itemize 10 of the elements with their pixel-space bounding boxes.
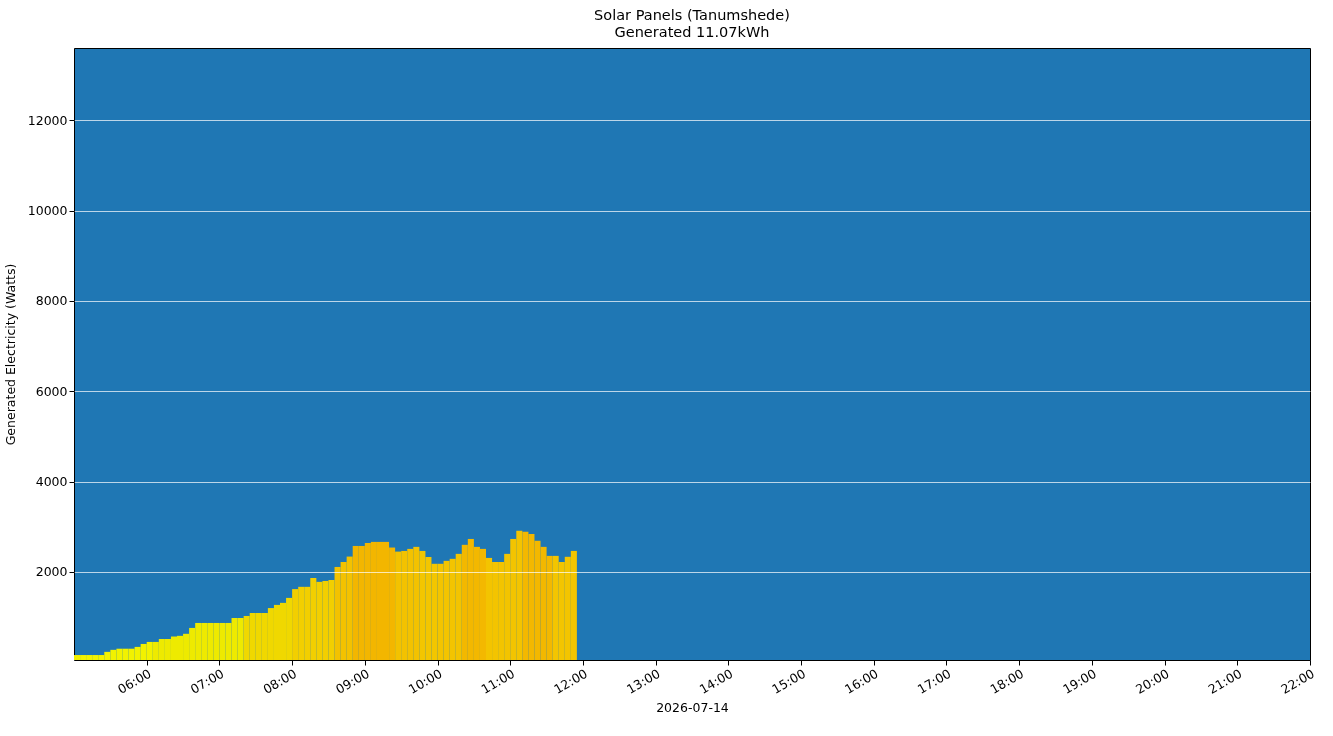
y-tick-label: 2000 xyxy=(35,564,68,580)
y-tick-label: 8000 xyxy=(35,293,68,309)
y-tick-label: 6000 xyxy=(35,383,68,399)
chart-subtitle: Generated 11.07kWh xyxy=(614,23,770,40)
x-axis-title: 2026-07-14 xyxy=(656,700,729,716)
y-tick-label: 12000 xyxy=(27,112,68,128)
chart-title: Solar Panels (Tanumshede) xyxy=(594,7,790,23)
y-tick-label: 4000 xyxy=(35,474,68,490)
y-axis-title: Generated Electricity (Watts) xyxy=(2,263,18,446)
y-tick-label: 10000 xyxy=(27,203,68,219)
